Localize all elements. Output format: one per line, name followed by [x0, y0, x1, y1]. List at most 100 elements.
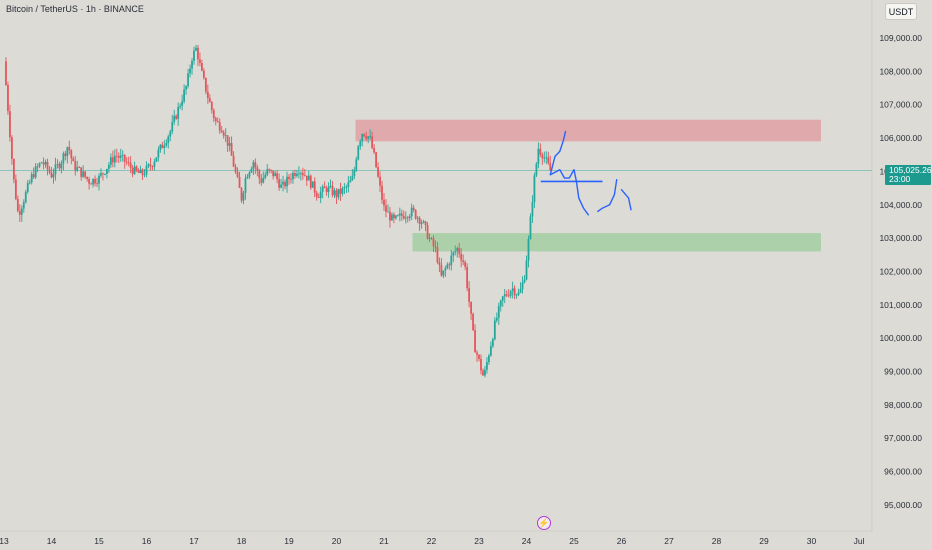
candle-body	[416, 217, 419, 219]
candle-body	[371, 136, 374, 149]
candle-body	[14, 179, 17, 200]
candle-body	[104, 173, 106, 175]
candle-body	[56, 163, 59, 165]
candle-body	[236, 171, 239, 177]
y-tick-label: 102,000.00	[879, 266, 922, 276]
candle-body	[80, 167, 83, 177]
candle-body	[299, 173, 302, 174]
last-price-value: 105,025.26	[889, 165, 932, 175]
candle-body	[486, 362, 488, 370]
candle-body	[517, 292, 520, 295]
candle-body	[40, 162, 43, 164]
candle-body	[232, 155, 235, 167]
candle-body	[185, 86, 187, 90]
candle-body	[466, 266, 469, 289]
candle-body	[484, 369, 486, 376]
x-tick-label: 27	[664, 536, 674, 546]
y-tick-label: 97,000.00	[884, 433, 922, 443]
candle-body	[123, 154, 126, 162]
candle-body	[489, 346, 492, 356]
x-tick-label: 21	[379, 536, 389, 546]
candle-body	[398, 213, 401, 216]
candle-body	[387, 211, 389, 213]
candle-body	[52, 174, 55, 178]
candle-body	[367, 136, 370, 139]
candle-body	[476, 352, 478, 355]
candle-body	[545, 157, 548, 159]
candle-body	[252, 162, 255, 169]
candle-body	[163, 145, 166, 149]
y-tick-label: 106,000.00	[879, 133, 922, 143]
candle-body	[491, 339, 494, 347]
candle-body	[385, 205, 387, 212]
candle-body	[305, 175, 308, 181]
candle-body	[16, 199, 19, 212]
candle-body	[535, 163, 538, 176]
candle-body	[34, 166, 37, 178]
candle-body	[38, 163, 41, 167]
candle-body	[406, 217, 409, 219]
candle-body	[258, 170, 261, 179]
candle-body	[319, 191, 322, 198]
y-tick-label: 107,000.00	[879, 100, 922, 110]
candle-body	[392, 214, 395, 219]
candle-body	[238, 176, 241, 188]
candle-body	[373, 148, 376, 153]
candle-body	[157, 149, 160, 158]
candle-body	[499, 300, 502, 307]
candle-body	[145, 165, 148, 175]
y-tick-label: 98,000.00	[884, 400, 922, 410]
candle-body	[242, 192, 245, 201]
candle-body	[193, 50, 195, 61]
candle-body	[355, 159, 358, 171]
candle-body	[86, 176, 89, 180]
y-tick-label: 103,000.00	[879, 233, 922, 243]
candle-body	[143, 174, 146, 176]
candle-body	[329, 185, 332, 187]
candle-body	[529, 216, 532, 240]
candle-body	[181, 101, 184, 106]
candle-body	[74, 161, 77, 171]
candle-body	[391, 214, 393, 221]
candle-body	[22, 202, 25, 209]
candle-body	[337, 188, 340, 198]
candle-body	[12, 158, 15, 180]
candle-body	[177, 106, 180, 119]
candle-body	[301, 173, 304, 176]
candle-body	[448, 264, 451, 266]
candle-countdown: 23:00	[889, 174, 911, 184]
candle-body	[147, 164, 150, 166]
candlestick-series	[5, 44, 552, 378]
candle-body	[472, 313, 474, 331]
candle-body	[513, 288, 516, 296]
candle-body	[216, 121, 219, 122]
candle-body	[361, 134, 364, 142]
currency-selector-button[interactable]: USDT	[885, 3, 917, 20]
lightning-icon[interactable]: ⚡	[537, 516, 551, 530]
x-tick-label: 17	[189, 536, 199, 546]
candle-body	[131, 167, 134, 174]
candle-body	[375, 152, 377, 168]
candle-body	[90, 183, 92, 185]
candle-body	[278, 179, 281, 188]
candle-body	[214, 118, 217, 122]
x-tick-label: 19	[284, 536, 294, 546]
candle-body	[402, 215, 405, 219]
candle-body	[46, 161, 49, 170]
x-tick-label: 25	[569, 536, 579, 546]
candle-body	[276, 173, 279, 180]
candle-body	[341, 187, 344, 194]
candle-body	[262, 177, 265, 183]
drawn-up-path	[549, 130, 567, 176]
candle-body	[171, 121, 174, 132]
candle-body	[424, 221, 427, 226]
candle-body	[102, 173, 104, 174]
candle-body	[434, 246, 437, 248]
candle-body	[389, 211, 391, 221]
candle-body	[315, 192, 318, 198]
candle-body	[280, 184, 282, 188]
candle-body	[141, 169, 144, 176]
candle-body	[317, 197, 320, 198]
